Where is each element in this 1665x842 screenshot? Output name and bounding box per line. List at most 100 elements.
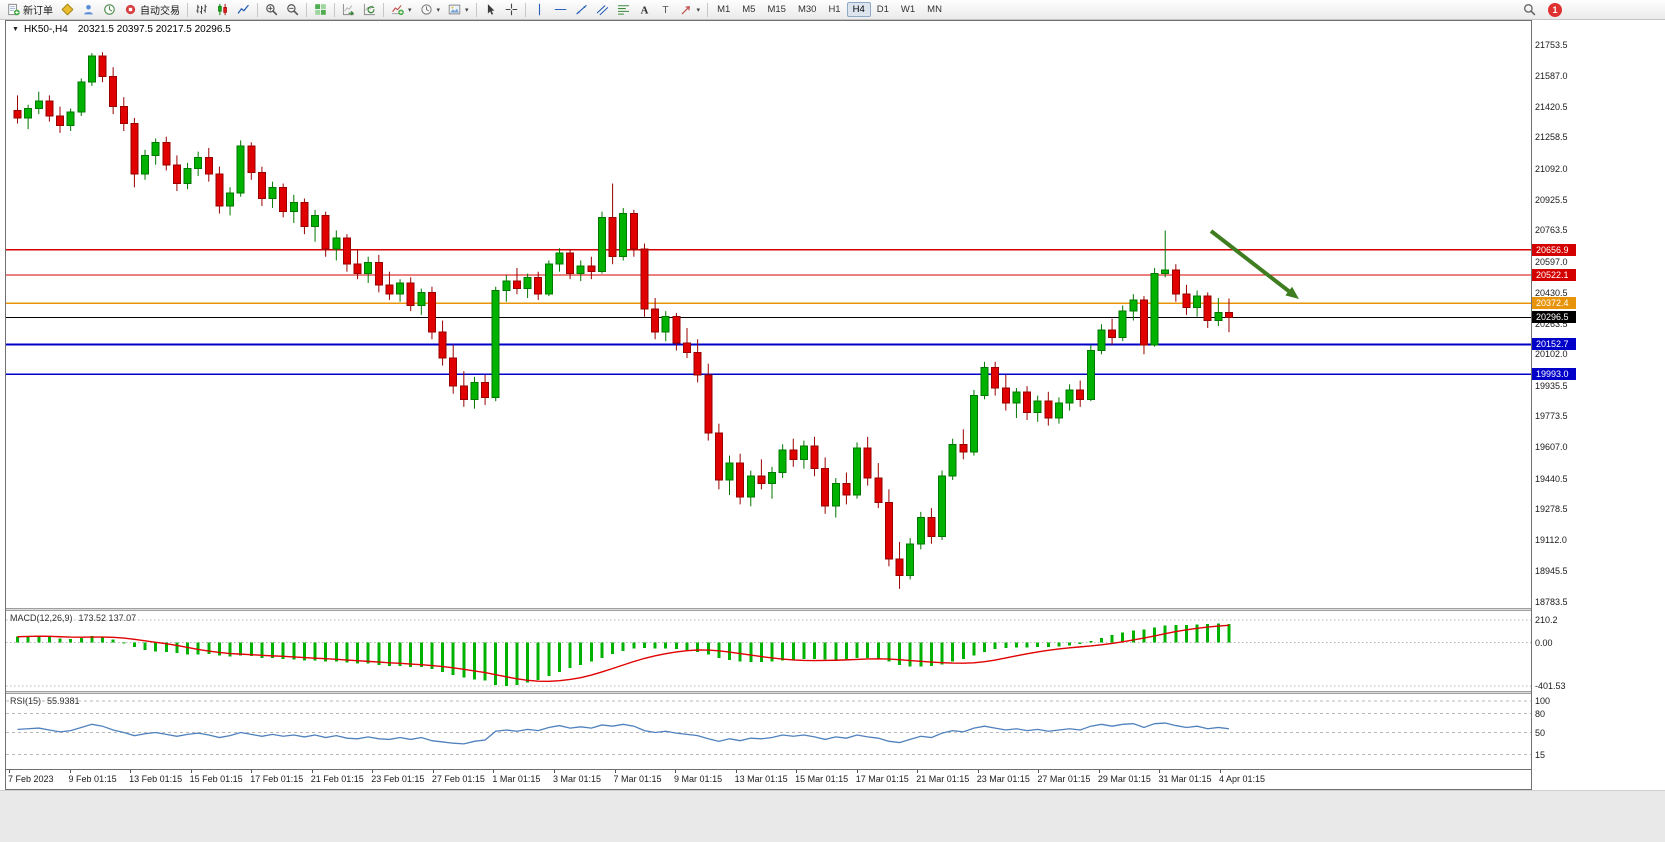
timeframe-m30-button[interactable]: M30 — [797, 4, 817, 15]
macd-histogram-bar — [1121, 632, 1125, 643]
macd-panel-canvas[interactable] — [6, 611, 1531, 691]
fibonacci-button[interactable] — [613, 1, 634, 18]
timeframe-m1-button[interactable]: M1 — [717, 4, 731, 15]
scroll-to-end-button[interactable] — [338, 1, 359, 18]
label-button[interactable]: T — [655, 1, 676, 18]
timeframe-d1-button[interactable]: D1 — [876, 4, 889, 15]
candle — [704, 363, 713, 441]
candle — [555, 248, 564, 272]
candle — [959, 429, 968, 460]
candle — [757, 459, 766, 490]
toolbar-separator — [306, 2, 307, 17]
text-button[interactable]: A — [634, 1, 655, 18]
rsi-axis-label: 50 — [1535, 727, 1546, 738]
timeframe-m15-button[interactable]: M15 — [767, 4, 786, 15]
shift-end-icon — [342, 3, 355, 16]
line-chart-button[interactable] — [233, 1, 254, 18]
macd-histogram-bar — [281, 642, 285, 659]
caret-down-icon: ▾ — [696, 6, 701, 14]
time-axis-tick — [9, 770, 10, 773]
macd-histogram-bar — [186, 642, 190, 655]
candle — [491, 286, 500, 402]
macd-histogram-bar — [122, 642, 126, 644]
zoom-in-button[interactable] — [261, 1, 282, 18]
macd-histogram-bar — [876, 642, 880, 659]
chart-line-icon — [237, 3, 250, 16]
schedule-button[interactable] — [99, 1, 120, 18]
user-icon — [82, 3, 95, 16]
panel-splitter[interactable] — [6, 691, 1531, 694]
candle — [736, 453, 745, 505]
search-button[interactable] — [1519, 1, 1540, 18]
tile-windows-button[interactable] — [310, 1, 331, 18]
ohlc-values: 20321.5 20397.5 20217.5 20296.5 — [77, 24, 231, 35]
price-axis-label: 21092.0 — [1535, 163, 1568, 174]
macd-histogram-bar — [377, 642, 381, 665]
period-icon — [420, 3, 433, 16]
bar-chart-button[interactable] — [191, 1, 212, 18]
candle — [268, 181, 277, 208]
macd-histogram-bar — [1036, 642, 1040, 647]
main-chart-canvas[interactable] — [6, 20, 1531, 608]
price-tag: 20152.7 — [1532, 338, 1576, 351]
svg-text:A: A — [640, 4, 648, 16]
macd-histogram-bar — [164, 642, 168, 652]
macd-axis-label: 0.00 — [1535, 637, 1553, 648]
macd-histogram-bar — [1057, 642, 1061, 647]
vertical-line-button[interactable] — [529, 1, 550, 18]
macd-histogram-bar — [728, 642, 732, 660]
candle — [1054, 397, 1063, 424]
auto-scroll-button[interactable] — [359, 1, 380, 18]
price-axis-label: 20102.0 — [1535, 349, 1568, 360]
time-axis-tick — [311, 770, 313, 773]
experts-button[interactable] — [57, 1, 78, 18]
candle — [768, 466, 777, 499]
candle — [863, 436, 872, 486]
time-axis-label: 23 Mar 01:15 — [976, 774, 1030, 784]
time-axis-label: 13 Mar 01:15 — [734, 774, 788, 784]
candle — [693, 339, 702, 383]
candlestick-chart-button[interactable] — [212, 1, 233, 18]
rsi-panel-canvas[interactable] — [6, 694, 1531, 769]
timeframe-h4-button[interactable]: H4 — [846, 2, 871, 17]
price-axis[interactable]: 21753.5 21587.0 21420.5 21258.5 21092.0 20925… — [1532, 20, 1658, 790]
arrows-button[interactable]: ▾ — [676, 1, 705, 18]
clock-icon — [103, 3, 116, 16]
trend-arrow-annotation[interactable] — [1209, 229, 1294, 296]
accounts-button[interactable] — [78, 1, 99, 18]
candle — [502, 275, 511, 302]
zoom-out-button[interactable] — [282, 1, 303, 18]
trendline-button[interactable] — [571, 1, 592, 18]
macd-histogram-bar — [589, 642, 593, 662]
candle — [629, 209, 638, 257]
price-tag: 20372.4 — [1532, 297, 1576, 310]
candle — [597, 211, 606, 274]
horizontal-line-button[interactable] — [550, 1, 571, 18]
macd-histogram-bar — [175, 642, 179, 653]
text-a-icon: A — [638, 3, 651, 16]
macd-histogram-bar — [111, 639, 115, 643]
macd-histogram-bar — [802, 642, 806, 659]
auto-trading-button[interactable]: 自动交易 — [120, 1, 184, 18]
macd-histogram-bar — [557, 642, 561, 672]
timeframe-h1-button[interactable]: H1 — [828, 4, 841, 15]
crosshair-button[interactable] — [501, 1, 522, 18]
timeframe-mn-button[interactable]: MN — [927, 4, 942, 15]
channel-button[interactable] — [592, 1, 613, 18]
cursor-button[interactable] — [480, 1, 501, 18]
time-axis-label: 13 Feb 01:15 — [129, 774, 183, 784]
notification-badge[interactable]: 1 — [1548, 2, 1562, 17]
macd-histogram-bar — [26, 636, 30, 643]
periods-button[interactable]: ▾ — [416, 1, 445, 18]
timeframe-m5-button[interactable]: M5 — [742, 4, 756, 15]
macd-histogram-bar — [249, 642, 253, 657]
new-order-button[interactable]: 新订单 — [3, 1, 57, 18]
collapse-objects-icon[interactable]: ▼ — [12, 26, 19, 33]
panel-splitter[interactable] — [6, 608, 1531, 611]
indicators-button[interactable]: ▾ — [387, 1, 416, 18]
candle — [24, 104, 33, 130]
timeframe-w1-button[interactable]: W1 — [900, 4, 916, 15]
candle — [1224, 298, 1233, 333]
time-axis[interactable]: 7 Feb 2023 9 Feb 01:15 13 Feb 01:15 15 Feb … — [6, 769, 1531, 789]
templates-button[interactable]: ▾ — [444, 1, 473, 18]
